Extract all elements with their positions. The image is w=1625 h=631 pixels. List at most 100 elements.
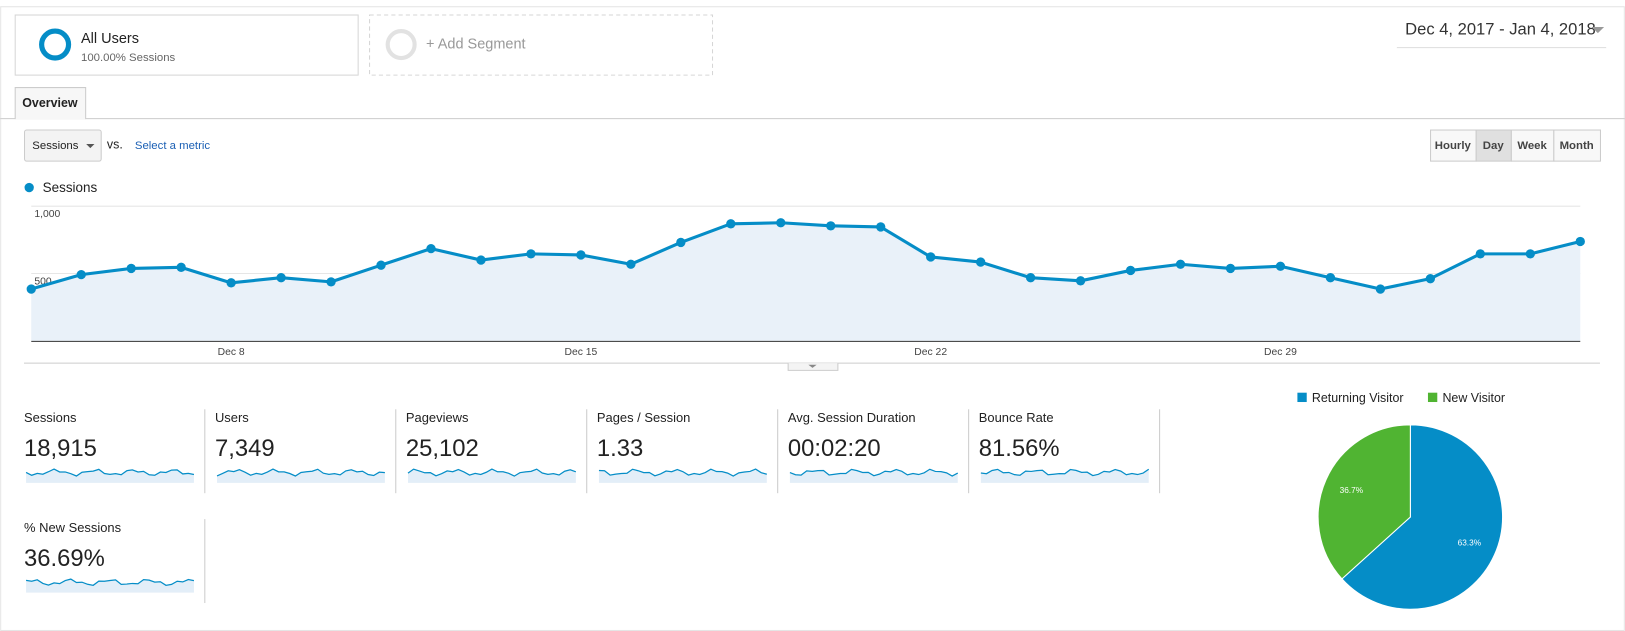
metric-select-label[interactable]: Sessions bbox=[32, 140, 78, 152]
sparkline bbox=[980, 468, 1150, 477]
point bbox=[1525, 249, 1535, 259]
legend-label: Returning Visitor bbox=[1312, 391, 1404, 405]
point bbox=[1325, 273, 1336, 283]
point bbox=[476, 255, 486, 265]
sparkline bbox=[25, 468, 195, 477]
sparkline-area bbox=[217, 469, 385, 483]
metric-select-arrow bbox=[86, 144, 95, 149]
point bbox=[276, 273, 286, 283]
y-tick-label: 1,000 bbox=[34, 209, 60, 220]
point bbox=[26, 284, 36, 294]
point bbox=[526, 249, 536, 259]
sparkline bbox=[407, 468, 577, 477]
point bbox=[326, 277, 336, 287]
metric-label: Bounce Rate bbox=[979, 410, 1054, 425]
point bbox=[726, 219, 736, 229]
point bbox=[776, 218, 786, 228]
point bbox=[226, 278, 236, 288]
metric-value: 25,102 bbox=[406, 435, 479, 462]
metric-label: Users bbox=[215, 410, 249, 425]
add-segment[interactable] bbox=[369, 14, 714, 76]
pie-label: 63.3% bbox=[1458, 538, 1482, 547]
date-dropdown-arrow[interactable] bbox=[1591, 26, 1605, 34]
point bbox=[426, 243, 436, 254]
legend-marker bbox=[24, 182, 34, 193]
metric-value: 81.56% bbox=[979, 435, 1060, 462]
metric-value: 36.69% bbox=[24, 545, 105, 572]
legend-swatch bbox=[1427, 392, 1438, 403]
metric-value: 00:02:20 bbox=[788, 435, 881, 462]
metric-label: Sessions bbox=[24, 410, 77, 425]
y-tick-label: 500 bbox=[34, 277, 52, 288]
granularity-button[interactable] bbox=[1553, 129, 1601, 162]
add-segment-icon bbox=[385, 29, 417, 61]
point bbox=[975, 257, 986, 267]
legend-label: Sessions bbox=[43, 180, 98, 195]
sparkline bbox=[598, 468, 767, 477]
point bbox=[826, 221, 836, 231]
metric-select[interactable] bbox=[24, 129, 102, 162]
select-metric-link[interactable]: Select a metric bbox=[135, 140, 211, 152]
chart-toggle-arrow bbox=[808, 364, 817, 368]
metric-label: Pages / Session bbox=[597, 410, 691, 425]
granularity-label[interactable]: Week bbox=[1517, 140, 1547, 152]
pie-chart: Returning Visitor New Visitor 63.3% 36.7% bbox=[1297, 391, 1505, 610]
date-range[interactable]: Dec 4, 2017 - Jan 4, 2018 bbox=[1405, 19, 1596, 38]
tab-label[interactable]: Overview bbox=[22, 96, 78, 110]
metric-label: Avg. Session Duration bbox=[788, 410, 916, 425]
sparkline-area bbox=[26, 469, 194, 483]
point bbox=[926, 252, 936, 262]
point bbox=[1425, 273, 1436, 284]
point bbox=[1025, 273, 1036, 283]
point bbox=[1575, 236, 1585, 247]
pie-label: 36.7% bbox=[1340, 486, 1364, 495]
granularity-group: Hourly Day Week Month bbox=[1430, 129, 1601, 162]
add-segment-label[interactable]: + Add Segment bbox=[426, 36, 526, 52]
metric-value: 18,915 bbox=[24, 435, 97, 462]
point bbox=[126, 263, 136, 274]
point bbox=[1175, 259, 1186, 269]
x-tick-label: Dec 29 bbox=[1264, 347, 1297, 358]
granularity-label[interactable]: Hourly bbox=[1435, 140, 1472, 152]
x-tick-label: Dec 15 bbox=[564, 347, 597, 358]
legend-swatch bbox=[1297, 392, 1307, 403]
granularity-label[interactable]: Month bbox=[1560, 140, 1594, 152]
line bbox=[30, 221, 1581, 291]
metric-value: 1.33 bbox=[597, 435, 643, 462]
vs-label: vs. bbox=[107, 137, 123, 151]
point bbox=[576, 250, 586, 260]
segment-icon bbox=[39, 28, 72, 61]
point bbox=[1375, 284, 1386, 294]
x-tick-label: Dec 8 bbox=[218, 347, 245, 358]
x-tick-label: Dec 22 bbox=[914, 347, 947, 358]
metric-label: Pageviews bbox=[406, 410, 469, 425]
segment-detail: 100.00% Sessions bbox=[81, 52, 176, 64]
point bbox=[876, 222, 886, 232]
metric-label: % New Sessions bbox=[24, 520, 121, 535]
tab[interactable] bbox=[14, 87, 87, 120]
metric-value: 7,349 bbox=[215, 435, 275, 462]
sparkline-area bbox=[26, 579, 194, 593]
sparkline-area bbox=[407, 469, 576, 483]
sparkline bbox=[25, 578, 195, 586]
segment-card[interactable] bbox=[14, 14, 359, 76]
point bbox=[676, 237, 686, 248]
area bbox=[31, 222, 1581, 341]
line-chart: 500 1,000 Dec 8 Dec 15 Dec 22 Dec 29 bbox=[26, 205, 1585, 358]
point bbox=[626, 259, 636, 269]
legend-label: New Visitor bbox=[1442, 391, 1505, 405]
sparkline bbox=[789, 468, 959, 477]
sparkline-area bbox=[980, 469, 1149, 483]
point bbox=[1275, 261, 1286, 271]
point bbox=[176, 262, 186, 273]
point bbox=[1475, 249, 1485, 259]
sparkline bbox=[216, 468, 385, 477]
granularity-label[interactable]: Day bbox=[1483, 140, 1505, 152]
point bbox=[1075, 276, 1086, 286]
point bbox=[1125, 265, 1136, 276]
segment-name: All Users bbox=[81, 31, 139, 47]
pie-slice bbox=[1341, 424, 1504, 610]
granularity-button[interactable] bbox=[1510, 129, 1555, 162]
